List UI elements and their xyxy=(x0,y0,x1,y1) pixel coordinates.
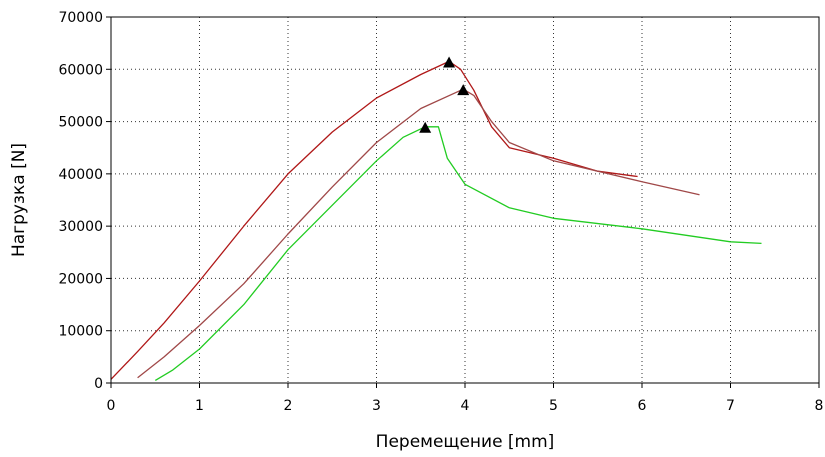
peak-marker-1 xyxy=(443,56,456,68)
series-line-2 xyxy=(137,88,700,379)
x-tick-label: 4 xyxy=(461,398,470,414)
x-tick-label: 8 xyxy=(815,398,824,414)
series-line-1 xyxy=(110,60,638,380)
x-axis-label: Перемещение [mm] xyxy=(376,432,555,452)
y-tick-label: 70000 xyxy=(58,10,103,26)
plot-frame xyxy=(110,16,820,384)
x-tick-label: 2 xyxy=(284,398,293,414)
x-tick-label: 6 xyxy=(638,398,647,414)
y-ticks: 0 10000 20000 30000 40000 50000 60000 70000 xyxy=(58,10,111,392)
series-line-3 xyxy=(154,126,762,381)
x-tick-label: 5 xyxy=(549,398,558,414)
x-tick-label: 0 xyxy=(107,398,116,414)
y-tick-label: 40000 xyxy=(58,167,103,183)
y-tick-label: 0 xyxy=(94,376,103,392)
series-layer xyxy=(110,60,762,381)
y-tick-label: 30000 xyxy=(58,219,103,235)
y-tick-label: 60000 xyxy=(58,62,103,78)
x-tick-label: 1 xyxy=(195,398,204,414)
x-tick-label: 7 xyxy=(726,398,735,414)
y-tick-label: 20000 xyxy=(58,271,103,287)
peak-marker-3 xyxy=(419,121,432,133)
x-tick-label: 3 xyxy=(372,398,381,414)
y-tick-label: 50000 xyxy=(58,115,103,131)
peak-marker-2 xyxy=(457,84,470,96)
x-ticks: 0 1 2 3 4 5 6 7 8 xyxy=(107,383,824,414)
y-axis-label: Нагрузка [N] xyxy=(9,143,29,257)
y-tick-label: 10000 xyxy=(58,324,103,340)
peak-markers xyxy=(419,56,470,133)
grid xyxy=(111,17,819,383)
